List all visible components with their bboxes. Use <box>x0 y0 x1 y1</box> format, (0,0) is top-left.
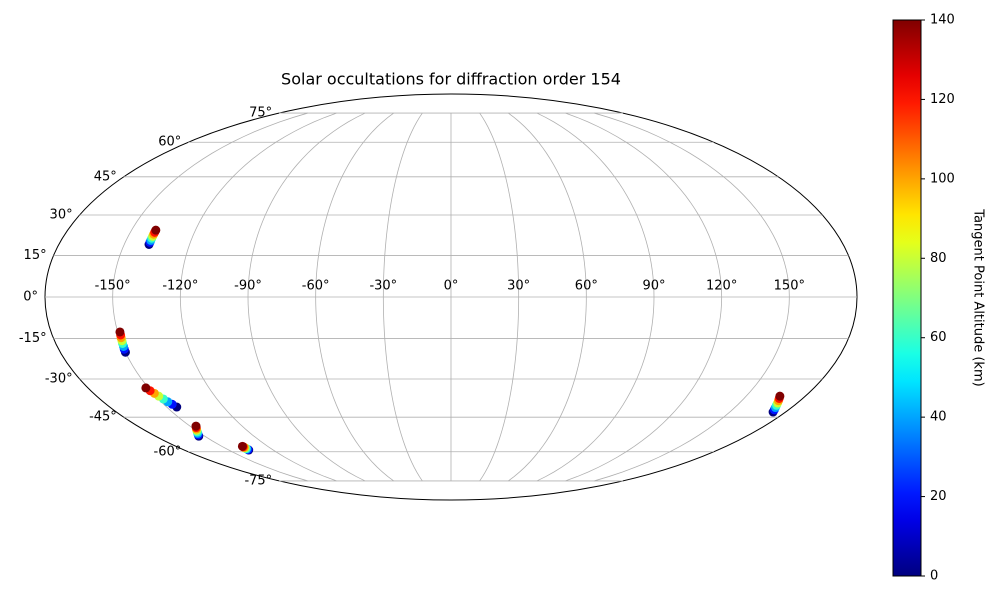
point <box>237 441 247 451</box>
x-tick-label: -150° <box>95 279 131 294</box>
colorbar-label: Tangent Point Altitude (km) <box>971 208 986 386</box>
y-tick-label: -75° <box>244 473 272 488</box>
grid-line <box>508 112 587 482</box>
grid-line <box>565 112 723 482</box>
x-tick-label: 30° <box>507 279 530 294</box>
y-tick-label: 60° <box>158 135 181 150</box>
colorbar-tick-label: 40 <box>930 410 947 425</box>
point <box>151 225 161 235</box>
chart-title: Solar occultations for diffraction order… <box>281 70 621 89</box>
colorbar-tick-label: 60 <box>930 330 947 345</box>
x-tick-label: -60° <box>302 279 330 294</box>
grid-line <box>536 112 655 482</box>
x-tick-label: 120° <box>706 279 737 294</box>
grid-line <box>479 112 520 482</box>
x-tick-label: -120° <box>162 279 198 294</box>
colorbar-tick-label: 80 <box>930 251 947 266</box>
y-tick-label: 45° <box>94 169 117 184</box>
colorbar-tick-label: 140 <box>930 13 955 28</box>
x-tick-label: -30° <box>369 279 397 294</box>
y-tick-label: -15° <box>19 331 47 346</box>
point <box>141 383 151 393</box>
x-tick-label: 60° <box>575 279 598 294</box>
y-tick-label: 0° <box>23 290 38 305</box>
x-tick-label: 0° <box>444 279 459 294</box>
x-tick-label: 90° <box>642 279 665 294</box>
x-tick-label: -90° <box>234 279 262 294</box>
colorbar-tick-label: 100 <box>930 171 955 186</box>
grid-line <box>179 112 337 482</box>
y-tick-label: 30° <box>50 207 73 222</box>
y-tick-label: 15° <box>24 248 47 263</box>
y-tick-label: -30° <box>45 372 73 387</box>
grid-line <box>315 112 394 482</box>
y-tick-label: 75° <box>249 106 272 121</box>
point <box>115 327 125 337</box>
point <box>775 391 785 401</box>
colorbar-tick-label: 0 <box>930 569 938 584</box>
grid-line <box>594 112 790 482</box>
point <box>191 421 201 431</box>
y-tick-label: -45° <box>89 410 117 425</box>
grid <box>45 112 857 482</box>
colorbar-tick-label: 20 <box>930 489 947 504</box>
grid-line <box>382 112 423 482</box>
grid-line <box>247 112 366 482</box>
y-tick-label: -60° <box>154 444 182 459</box>
colorbar-tick-label: 120 <box>930 92 955 107</box>
x-tick-label: 150° <box>774 279 805 294</box>
colorbar <box>892 19 922 577</box>
